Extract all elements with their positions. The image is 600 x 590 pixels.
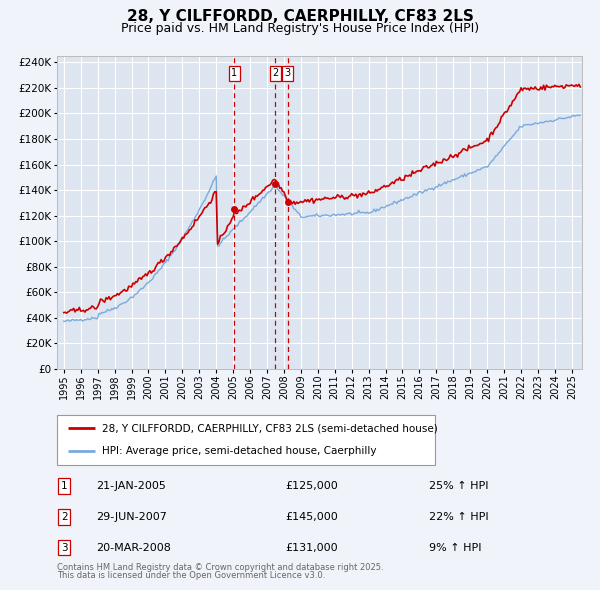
Text: 22% ↑ HPI: 22% ↑ HPI — [429, 512, 488, 522]
Text: 20-MAR-2008: 20-MAR-2008 — [96, 543, 171, 552]
Text: 29-JUN-2007: 29-JUN-2007 — [96, 512, 167, 522]
Text: £125,000: £125,000 — [285, 481, 338, 491]
Text: This data is licensed under the Open Government Licence v3.0.: This data is licensed under the Open Gov… — [57, 571, 325, 580]
Text: 28, Y CILFFORDD, CAERPHILLY, CF83 2LS: 28, Y CILFFORDD, CAERPHILLY, CF83 2LS — [127, 9, 473, 24]
Text: 1: 1 — [61, 481, 68, 491]
Text: £131,000: £131,000 — [285, 543, 338, 552]
Text: 25% ↑ HPI: 25% ↑ HPI — [429, 481, 488, 491]
Text: 9% ↑ HPI: 9% ↑ HPI — [429, 543, 482, 552]
Text: £145,000: £145,000 — [285, 512, 338, 522]
Text: 3: 3 — [61, 543, 68, 552]
Text: 21-JAN-2005: 21-JAN-2005 — [96, 481, 166, 491]
FancyBboxPatch shape — [57, 415, 435, 465]
Text: 1: 1 — [231, 68, 237, 78]
Text: Price paid vs. HM Land Registry's House Price Index (HPI): Price paid vs. HM Land Registry's House … — [121, 22, 479, 35]
Text: Contains HM Land Registry data © Crown copyright and database right 2025.: Contains HM Land Registry data © Crown c… — [57, 563, 383, 572]
Text: 2: 2 — [61, 512, 68, 522]
Text: HPI: Average price, semi-detached house, Caerphilly: HPI: Average price, semi-detached house,… — [103, 447, 377, 457]
Text: 2: 2 — [272, 68, 278, 78]
Text: 28, Y CILFFORDD, CAERPHILLY, CF83 2LS (semi-detached house): 28, Y CILFFORDD, CAERPHILLY, CF83 2LS (s… — [103, 423, 438, 433]
Text: 3: 3 — [284, 68, 290, 78]
